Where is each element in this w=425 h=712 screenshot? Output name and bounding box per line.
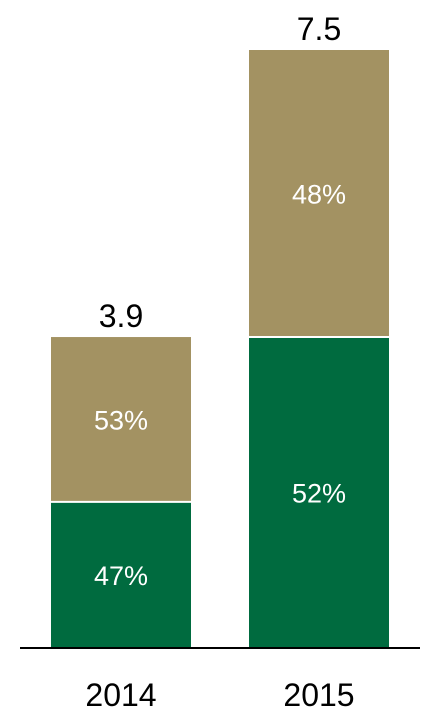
segment-label-2015-1: 52% — [292, 479, 346, 509]
total-label-2014: 3.9 — [99, 298, 143, 334]
segment-label-2014-2: 53% — [94, 405, 148, 435]
bar-segment-2014-2 — [51, 337, 191, 502]
segment-label-2014-1: 47% — [94, 561, 148, 591]
category-label-2015: 2015 — [283, 677, 354, 712]
bars-group — [51, 50, 389, 648]
bar-segment-2014-1 — [51, 501, 191, 648]
labels-group: 47% 53% 3.9 2014 52% 48% 7.5 2015 — [85, 11, 354, 712]
bar-segment-2015-2 — [249, 50, 389, 338]
total-label-2015: 7.5 — [297, 11, 341, 47]
category-label-2014: 2014 — [85, 677, 156, 712]
bar-segment-2015-1 — [249, 337, 389, 648]
segment-label-2015-2: 48% — [292, 180, 346, 210]
